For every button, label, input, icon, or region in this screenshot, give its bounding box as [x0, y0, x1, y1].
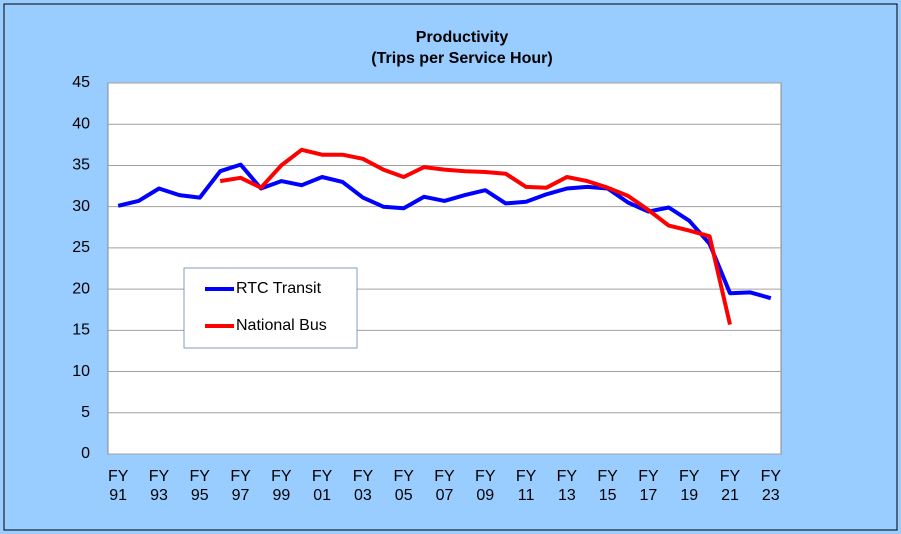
- x-tick-label: FY 91: [107, 468, 129, 504]
- x-tick-label: FY 09: [475, 468, 496, 504]
- x-tick-label: FY 93: [148, 468, 170, 504]
- x-tick-label: FY 05: [393, 468, 414, 504]
- x-tick-label: FY 19: [678, 468, 700, 504]
- chart-title: Productivity: [416, 29, 509, 46]
- y-tick-label: 40: [72, 115, 90, 132]
- x-tick-label: FY 01: [311, 468, 333, 504]
- x-tick-label: FY 99: [271, 468, 292, 504]
- y-tick-label: 45: [72, 74, 90, 91]
- x-tick-label: FY 21: [719, 468, 741, 504]
- chart-subtitle: (Trips per Service Hour): [371, 50, 552, 67]
- y-tick-label: 0: [81, 445, 90, 462]
- y-tick-label: 20: [72, 280, 90, 297]
- data-line: [117, 162, 772, 301]
- x-tick-label: FY 13: [556, 468, 578, 504]
- x-tick-label: FY 15: [597, 468, 618, 504]
- y-tick-label: 15: [72, 322, 90, 339]
- y-tick-label: 10: [72, 363, 90, 380]
- legend-label: National Bus: [236, 317, 327, 334]
- x-tick-label: FY 07: [434, 468, 455, 504]
- x-tick-label: FY 11: [515, 468, 537, 504]
- y-tick-label: 30: [72, 198, 90, 215]
- y-tick-label: 5: [81, 404, 90, 421]
- x-tick-label: FY 97: [230, 468, 251, 504]
- chart-border: [3, 3, 898, 531]
- x-tick-label: FY 17: [638, 468, 659, 504]
- legend-box: [183, 267, 358, 349]
- legend-label: RTC Transit: [236, 280, 322, 297]
- y-tick-label: 25: [72, 239, 90, 256]
- x-tick-label: FY 03: [352, 468, 374, 504]
- data-line: [219, 147, 732, 326]
- x-tick-label: FY 23: [760, 468, 782, 504]
- y-tick-label: 35: [72, 157, 90, 174]
- x-tick-label: FY 95: [189, 468, 210, 504]
